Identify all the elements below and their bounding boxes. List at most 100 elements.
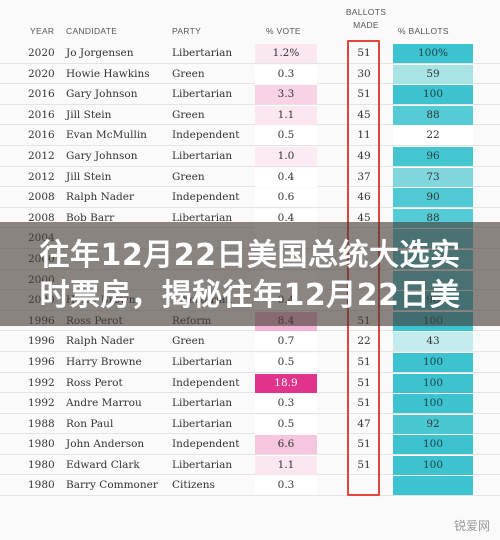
cell-ballots-pct: 100	[393, 352, 473, 372]
cell-ballots-pct: 100%	[393, 44, 473, 63]
cell-candidate: Ross Perot	[66, 376, 123, 389]
cell-year: 1980	[28, 458, 55, 471]
cell-vote: 0.5	[255, 126, 317, 146]
cell-party: Independent	[172, 129, 240, 142]
cell-ballots-pct: 59	[393, 64, 473, 84]
cell-candidate: Edward Clark	[66, 458, 140, 471]
cell-year: 1992	[28, 376, 55, 389]
table-row: 2020 Jo Jorgensen Libertarian 1.2% 51 100%	[0, 43, 500, 64]
header-ballots-made-line1: BALLOTS	[345, 7, 387, 17]
cell-year: 2016	[28, 108, 55, 121]
cell-party: Libertarian	[172, 355, 233, 368]
cell-year: 2020	[28, 67, 55, 80]
headline-overlay: 往年12月22日美国总统大选实 时票房，揭秘往年12月22日美	[0, 222, 500, 326]
headline-line-1: 往年12月22日美国总统大选实	[39, 238, 461, 273]
cell-year: 1980	[28, 479, 55, 492]
cell-year: 2016	[28, 129, 55, 142]
cell-candidate: Ralph Nader	[66, 335, 134, 348]
cell-candidate: Ralph Nader	[66, 191, 134, 204]
table-row: 1980 John Anderson Independent 6.6 51 100	[0, 434, 500, 455]
cell-year: 2020	[28, 47, 55, 59]
cell-candidate: Barry Commoner	[66, 479, 158, 492]
cell-party: Green	[172, 170, 205, 183]
cell-candidate: Howie Hawkins	[66, 67, 150, 80]
table-row: 2016 Gary Johnson Libertarian 3.3 51 100	[0, 84, 500, 105]
header-vote: % VOTE	[266, 26, 301, 36]
cell-party: Libertarian	[172, 397, 233, 410]
cell-candidate: Harry Browne	[66, 355, 142, 368]
cell-ballots-made: 30	[357, 67, 371, 80]
cell-party: Libertarian	[172, 149, 233, 162]
cell-ballots-made: 37	[357, 170, 371, 183]
table-row: 1980 Edward Clark Libertarian 1.1 51 100	[0, 455, 500, 476]
cell-vote: 3.3	[255, 85, 317, 105]
cell-year: 1996	[28, 335, 55, 348]
cell-vote: 6.6	[255, 435, 317, 455]
cell-candidate: Gary Johnson	[66, 149, 138, 162]
cell-vote: 0.5	[255, 352, 317, 372]
table-row: 2016 Evan McMullin Independent 0.5 11 22	[0, 125, 500, 146]
cell-party: Green	[172, 335, 205, 348]
cell-ballots-made: 49	[357, 149, 371, 162]
table-row: 2020 Howie Hawkins Green 0.3 30 59	[0, 64, 500, 85]
headline-line-2: 时票房，揭秘往年12月22日美	[39, 278, 461, 313]
cell-candidate: Gary Johnson	[66, 88, 138, 101]
cell-ballots-pct: 96	[393, 146, 473, 166]
header-ballots-made-line2: MADE	[353, 20, 379, 30]
cell-vote: 1.2%	[255, 44, 317, 63]
cell-vote: 0.5	[255, 414, 317, 434]
table-row: 1996 Harry Browne Libertarian 0.5 51 100	[0, 352, 500, 373]
cell-ballots-pct: 100	[393, 394, 473, 414]
cell-party: Libertarian	[172, 88, 233, 101]
cell-party: Independent	[172, 376, 240, 389]
cell-vote: 1.1	[255, 455, 317, 475]
cell-ballots-pct	[393, 476, 473, 496]
cell-ballots-made: 11	[357, 129, 371, 142]
headline-text: 往年12月22日美国总统大选实 时票房，揭秘往年12月22日美	[0, 236, 500, 316]
cell-ballots-made: 47	[357, 417, 371, 430]
cell-party: Libertarian	[172, 458, 233, 471]
watermark: 锐爱网	[453, 519, 490, 533]
cell-year: 1996	[28, 355, 55, 368]
table-row: 2012 Jill Stein Green 0.4 37 73	[0, 167, 500, 188]
cell-candidate: Andre Marrou	[66, 397, 142, 410]
cell-year: 2016	[28, 88, 55, 101]
cell-vote: 0.3	[255, 394, 317, 414]
table-row: 1992 Andre Marrou Libertarian 0.3 51 100	[0, 393, 500, 414]
cell-ballots-made: 51	[357, 438, 371, 451]
cell-vote: 0.4	[255, 167, 317, 187]
cell-ballots-pct: 100	[393, 455, 473, 475]
cell-ballots-made: 22	[357, 335, 371, 348]
cell-vote: 1.0	[255, 146, 317, 166]
cell-party: Independent	[172, 438, 240, 451]
cell-candidate: Ron Paul	[66, 417, 114, 430]
header-ballots-made: BALLOTS MADE	[344, 6, 388, 32]
cell-vote: 0.7	[255, 332, 317, 352]
cell-ballots-made: 45	[357, 211, 371, 224]
cell-year: 2012	[28, 149, 55, 162]
table-row: 2008 Ralph Nader Independent 0.6 46 90	[0, 187, 500, 208]
table-row: 1988 Ron Paul Libertarian 0.5 47 92	[0, 414, 500, 435]
table-row: 2016 Jill Stein Green 1.1 45 88	[0, 105, 500, 126]
cell-ballots-made: 51	[357, 397, 371, 410]
header-candidate: CANDIDATE	[66, 26, 118, 36]
cell-ballots-pct: 88	[393, 105, 473, 125]
cell-vote: 18.9	[255, 373, 317, 393]
cell-candidate: Bob Barr	[66, 211, 115, 224]
header-year: YEAR	[30, 26, 55, 36]
cell-ballots-made: 51	[357, 47, 371, 59]
cell-ballots-made: 51	[357, 355, 371, 368]
table-row: 1980 Barry Commoner Citizens 0.3	[0, 475, 500, 497]
cell-year: 1992	[28, 397, 55, 410]
table-row: 1996 Ralph Nader Green 0.7 22 43	[0, 331, 500, 352]
header-ballots-pct: % BALLOTS	[398, 26, 449, 36]
cell-ballots-pct: 100	[393, 435, 473, 455]
cell-candidate: Jill Stein	[66, 170, 112, 183]
cell-party: Libertarian	[172, 47, 233, 59]
cell-vote: 0.3	[255, 476, 317, 496]
cell-candidate: Evan McMullin	[66, 129, 147, 142]
cell-party: Independent	[172, 191, 240, 204]
header-party: PARTY	[172, 26, 202, 36]
cell-party: Green	[172, 108, 205, 121]
